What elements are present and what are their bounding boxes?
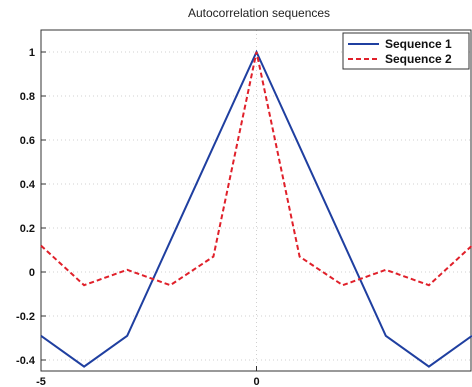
legend-box (342, 32, 470, 70)
y-tick-label: -0.4 (16, 355, 36, 367)
y-tick-label: 0.8 (20, 91, 35, 103)
series-line-2 (40, 51, 472, 287)
legend-label-1: Sequence 1 (385, 37, 452, 51)
y-tick-label: -0.2 (16, 311, 35, 323)
series-lines (40, 49, 472, 368)
y-tick-label: 0.6 (20, 135, 35, 147)
grid-lines (40, 30, 472, 371)
series-line-1 (40, 49, 472, 368)
x-tick-label: -5 (36, 376, 46, 387)
legend-label-2: Sequence 2 (385, 52, 452, 66)
y-tick-label: 1 (29, 47, 35, 59)
chart-title: Autocorrelation sequences (188, 6, 330, 20)
x-tick-label: 0 (253, 376, 259, 387)
plot-area (40, 29, 472, 372)
y-tick-label: 0.4 (20, 179, 36, 191)
axis-ticks: -0.4 -0.2 0 0.2 0.4 0.6 0.8 1 -5 0 (16, 47, 260, 387)
y-tick-label: 0.2 (20, 223, 35, 235)
y-tick-label: 0 (29, 267, 35, 279)
